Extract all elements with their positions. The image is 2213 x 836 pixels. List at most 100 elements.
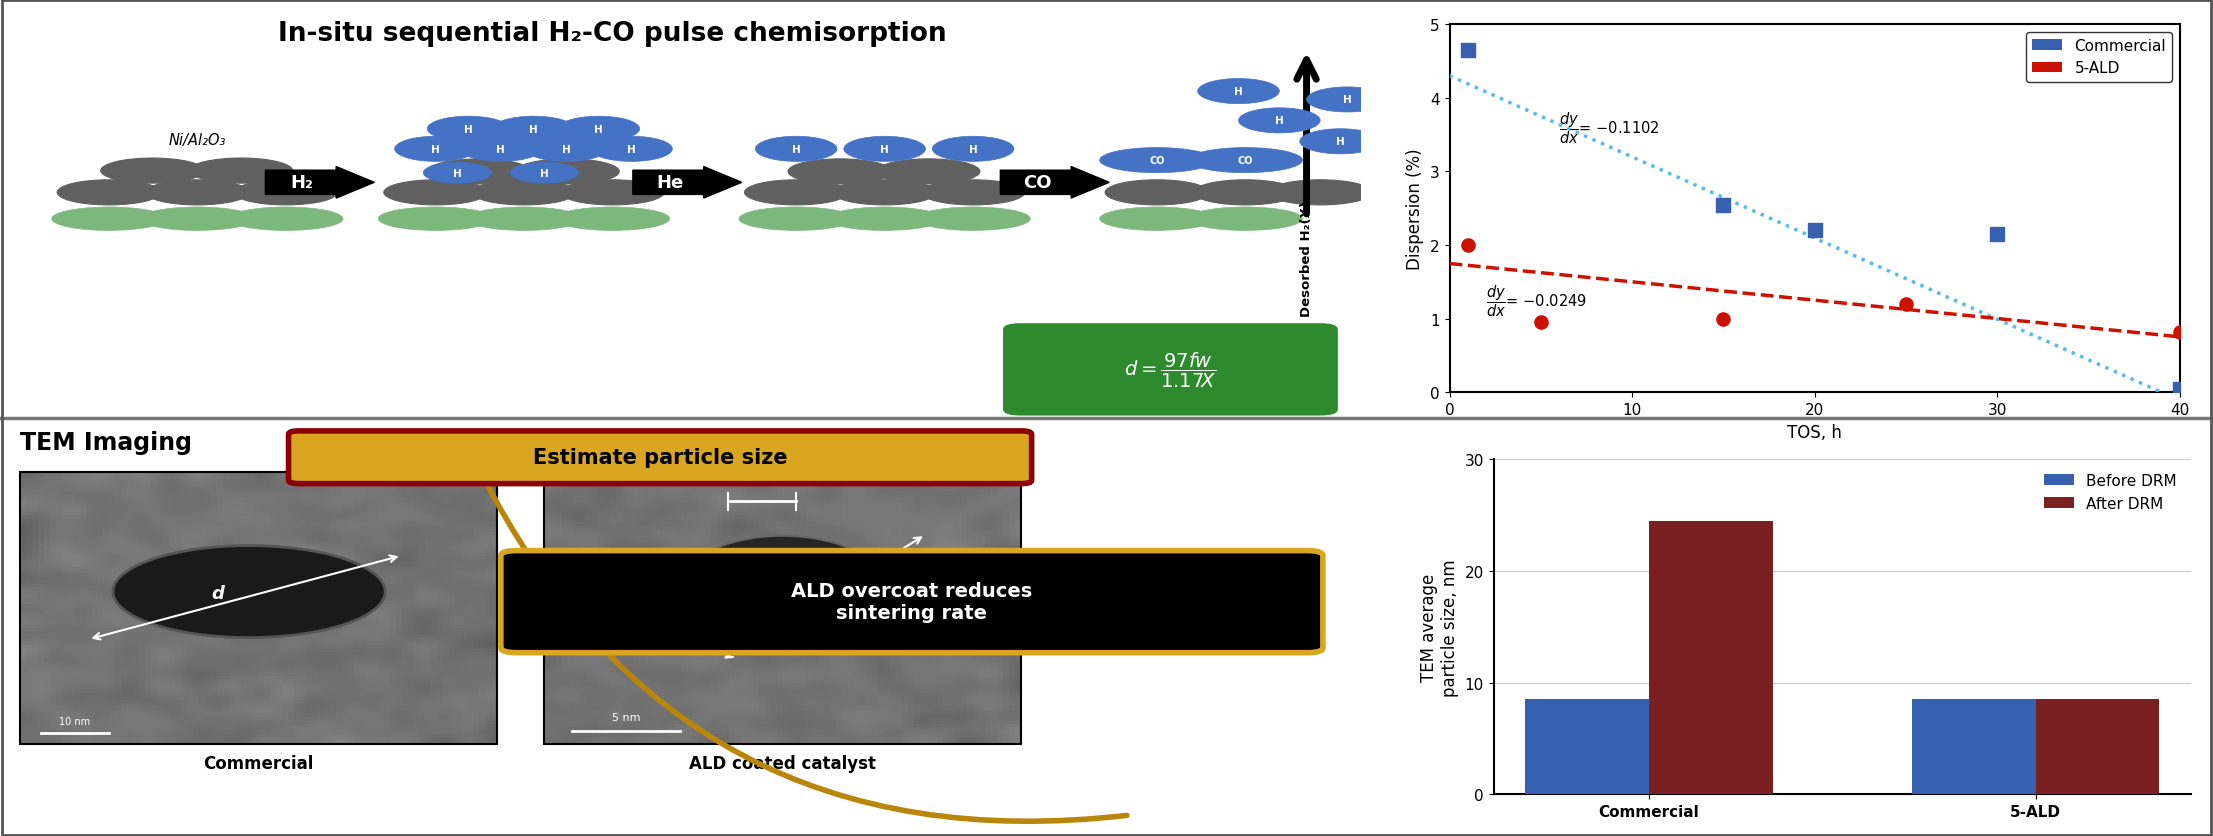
FancyBboxPatch shape [288, 431, 1031, 484]
Ellipse shape [378, 208, 493, 231]
Bar [544, 472, 1020, 744]
Text: 5 nm: 5 nm [611, 712, 640, 721]
Bar [1912, 700, 2036, 794]
Circle shape [932, 137, 1014, 162]
Ellipse shape [516, 160, 620, 185]
Ellipse shape [113, 546, 385, 638]
Text: H: H [1343, 95, 1352, 105]
FancyBboxPatch shape [500, 551, 1323, 653]
Ellipse shape [876, 160, 980, 185]
Circle shape [394, 137, 476, 162]
Circle shape [755, 137, 837, 162]
Point [1888, 298, 1923, 311]
Point [2162, 326, 2198, 339]
Text: CO: CO [1149, 156, 1164, 166]
Text: CO: CO [1237, 156, 1253, 166]
Circle shape [423, 163, 491, 184]
Circle shape [460, 137, 542, 162]
Ellipse shape [383, 181, 487, 206]
Ellipse shape [739, 208, 854, 231]
Text: 2 nm: 2 nm [748, 478, 777, 487]
Y-axis label: TEM average
particle size, nm: TEM average particle size, nm [1421, 558, 1458, 696]
Text: Estimate particle size: Estimate particle size [533, 448, 788, 467]
Ellipse shape [51, 208, 166, 231]
Text: 10 nm: 10 nm [60, 716, 91, 726]
FancyBboxPatch shape [1005, 325, 1337, 415]
Text: H: H [562, 145, 571, 155]
Circle shape [427, 117, 509, 142]
Text: H: H [969, 145, 978, 155]
Text: H: H [626, 145, 635, 155]
X-axis label: TOS, h: TOS, h [1788, 423, 1841, 441]
Bar [1525, 700, 1649, 794]
Legend: Commercial, 5-ALD: Commercial, 5-ALD [2025, 33, 2173, 83]
Text: H: H [529, 125, 538, 135]
Point [1450, 239, 1485, 252]
Bar [2036, 700, 2160, 794]
Text: ALD coated catalyst: ALD coated catalyst [688, 754, 876, 772]
Text: TEM Imaging: TEM Imaging [20, 431, 193, 455]
Text: Ni/Al₂O₃: Ni/Al₂O₃ [168, 133, 226, 147]
Text: CO: CO [1022, 174, 1051, 192]
Point [1797, 224, 1832, 237]
Text: H: H [432, 145, 440, 155]
Text: H: H [595, 125, 604, 135]
Ellipse shape [828, 208, 943, 231]
Circle shape [511, 163, 578, 184]
Text: H: H [1337, 137, 1346, 147]
Ellipse shape [235, 181, 339, 206]
Ellipse shape [139, 208, 254, 231]
Text: $\dfrac{dy}{dx}$= −0.1102: $\dfrac{dy}{dx}$= −0.1102 [1558, 110, 1660, 145]
Ellipse shape [1268, 181, 1372, 206]
Text: H: H [465, 125, 474, 135]
Point [2162, 383, 2198, 396]
Text: H: H [792, 145, 801, 155]
Text: d: d [852, 589, 863, 607]
Ellipse shape [555, 208, 671, 231]
Ellipse shape [560, 181, 664, 206]
Ellipse shape [1193, 181, 1297, 206]
Ellipse shape [673, 536, 892, 653]
Text: Desorbed H₂(X): Desorbed H₂(X) [1299, 201, 1312, 317]
Ellipse shape [188, 159, 292, 184]
Ellipse shape [788, 160, 892, 185]
Circle shape [1197, 79, 1279, 104]
Ellipse shape [1188, 208, 1303, 231]
FancyArrow shape [1000, 167, 1109, 199]
Point [1706, 199, 1742, 212]
Legend: Before DRM, After DRM: Before DRM, After DRM [2038, 467, 2184, 517]
Point [1981, 228, 2016, 242]
Point [1450, 44, 1485, 58]
Circle shape [558, 117, 640, 142]
Text: H: H [881, 145, 890, 155]
Text: Commercial: Commercial [204, 754, 314, 772]
Text: H: H [454, 169, 463, 178]
Ellipse shape [471, 181, 575, 206]
Ellipse shape [916, 208, 1031, 231]
Circle shape [1299, 130, 1381, 155]
Ellipse shape [921, 181, 1025, 206]
Ellipse shape [146, 181, 250, 206]
Ellipse shape [832, 181, 936, 206]
Ellipse shape [1104, 181, 1208, 206]
Ellipse shape [1100, 149, 1215, 174]
Text: H₂: H₂ [290, 174, 314, 192]
Ellipse shape [427, 160, 531, 185]
Circle shape [493, 117, 575, 142]
Ellipse shape [744, 181, 848, 206]
Bar [1649, 521, 1773, 794]
Text: d: d [210, 584, 224, 603]
Point [1523, 316, 1558, 329]
Text: ALD overcoat reduces
sintering rate: ALD overcoat reduces sintering rate [792, 582, 1033, 622]
Circle shape [524, 137, 606, 162]
Ellipse shape [1100, 208, 1215, 231]
FancyArrow shape [633, 167, 741, 199]
Bar [20, 472, 496, 744]
Text: H: H [496, 145, 505, 155]
Text: In-situ sequential H₂-CO pulse chemisorption: In-situ sequential H₂-CO pulse chemisorp… [279, 21, 947, 47]
Text: H: H [1275, 116, 1284, 126]
FancyArrow shape [266, 167, 374, 199]
Circle shape [1306, 88, 1388, 113]
Point [1706, 313, 1742, 326]
Text: H: H [1235, 87, 1244, 97]
